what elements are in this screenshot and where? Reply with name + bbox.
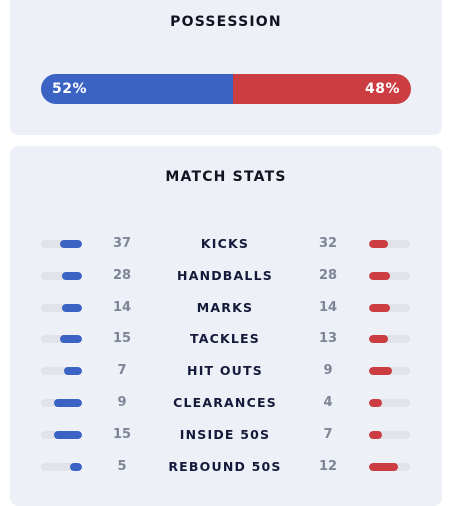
home-stat-bar <box>41 240 82 248</box>
home-stat-value: 15 <box>112 426 132 442</box>
away-stat-value: 4 <box>323 395 333 410</box>
away-stat-value: 12 <box>318 458 338 474</box>
stat-row: 15 INSIDE 50S 7 <box>10 425 442 445</box>
home-stat-bar <box>41 367 82 376</box>
home-stat-bar-fill <box>54 430 82 439</box>
stat-name: INSIDE 50S <box>179 426 271 442</box>
stat-name: KICKS <box>200 236 250 251</box>
possession-home-label: 52% <box>52 81 88 97</box>
away-stat-bar <box>369 271 410 280</box>
possession-bar: 52% 48% <box>41 74 411 104</box>
match-stats-card: MATCH STATS 37 KICKS 32 28 HANDBALLS 28 14 MARK… <box>10 146 442 506</box>
match-stats-title: MATCH STATS <box>165 169 287 185</box>
home-stat-bar <box>41 271 82 280</box>
home-stat-bar-fill <box>59 240 82 248</box>
stat-name: CLEARANCES <box>173 395 277 410</box>
stat-row: 14 MARKS 14 <box>10 298 442 318</box>
stat-name: TACKLES <box>190 331 260 347</box>
possession-home-segment: 52% <box>41 74 234 104</box>
away-stat-bar <box>369 462 410 471</box>
away-stat-bar-fill <box>369 462 399 471</box>
stat-name: MARKS <box>196 299 254 315</box>
home-stat-value: 15 <box>112 331 132 347</box>
away-stat-bar <box>369 367 410 376</box>
home-stat-bar <box>41 462 82 471</box>
away-stat-bar-fill <box>369 367 392 376</box>
stat-row: 7 HIT OUTS 9 <box>10 361 442 381</box>
away-stat-bar <box>369 335 410 344</box>
away-stat-bar <box>369 303 410 312</box>
home-stat-bar <box>41 335 82 344</box>
away-stat-value: 7 <box>323 426 333 442</box>
away-stat-bar-fill <box>369 399 382 407</box>
away-stat-bar-fill <box>369 271 390 280</box>
home-stat-bar <box>41 430 82 439</box>
stat-name: HIT OUTS <box>187 363 263 379</box>
home-stat-value: 37 <box>112 236 132 251</box>
home-stat-value: 7 <box>117 363 127 379</box>
stat-row: 28 HANDBALLS 28 <box>10 266 442 286</box>
home-stat-value: 14 <box>112 299 132 315</box>
home-stat-bar-fill <box>53 399 82 407</box>
home-stat-value: 9 <box>117 395 127 410</box>
possession-card: POSSESSION 52% 48% <box>10 0 442 135</box>
away-stat-bar <box>369 430 410 439</box>
away-stat-bar <box>369 240 410 248</box>
stat-row: 15 TACKLES 13 <box>10 329 442 349</box>
home-stat-bar-fill <box>63 367 82 376</box>
home-stat-bar <box>41 399 82 407</box>
stat-name: REBOUND 50S <box>168 458 282 474</box>
away-stat-bar-fill <box>369 335 388 344</box>
away-stat-bar <box>369 399 410 407</box>
away-stat-value: 13 <box>318 331 338 347</box>
home-stat-bar-fill <box>59 335 82 344</box>
stat-row: 37 KICKS 32 <box>10 234 442 254</box>
away-stat-bar-fill <box>369 303 390 312</box>
home-stat-value: 28 <box>112 267 132 283</box>
away-stat-value: 9 <box>323 363 333 379</box>
home-stat-bar-fill <box>61 271 82 280</box>
away-stat-bar-fill <box>369 430 383 439</box>
away-stat-value: 28 <box>318 267 338 283</box>
stat-row: 9 CLEARANCES 4 <box>10 393 442 413</box>
possession-away-label: 48% <box>364 81 400 97</box>
home-stat-value: 5 <box>117 458 127 474</box>
away-stat-value: 14 <box>318 299 338 315</box>
possession-away-segment: 48% <box>233 74 411 104</box>
home-stat-bar <box>41 303 82 312</box>
stat-row: 5 REBOUND 50S 12 <box>10 457 442 477</box>
possession-title: POSSESSION <box>170 14 282 30</box>
away-stat-value: 32 <box>318 236 338 251</box>
home-stat-bar-fill <box>70 462 82 471</box>
home-stat-bar-fill <box>61 303 82 312</box>
stat-name: HANDBALLS <box>177 267 273 283</box>
away-stat-bar-fill <box>369 240 388 248</box>
